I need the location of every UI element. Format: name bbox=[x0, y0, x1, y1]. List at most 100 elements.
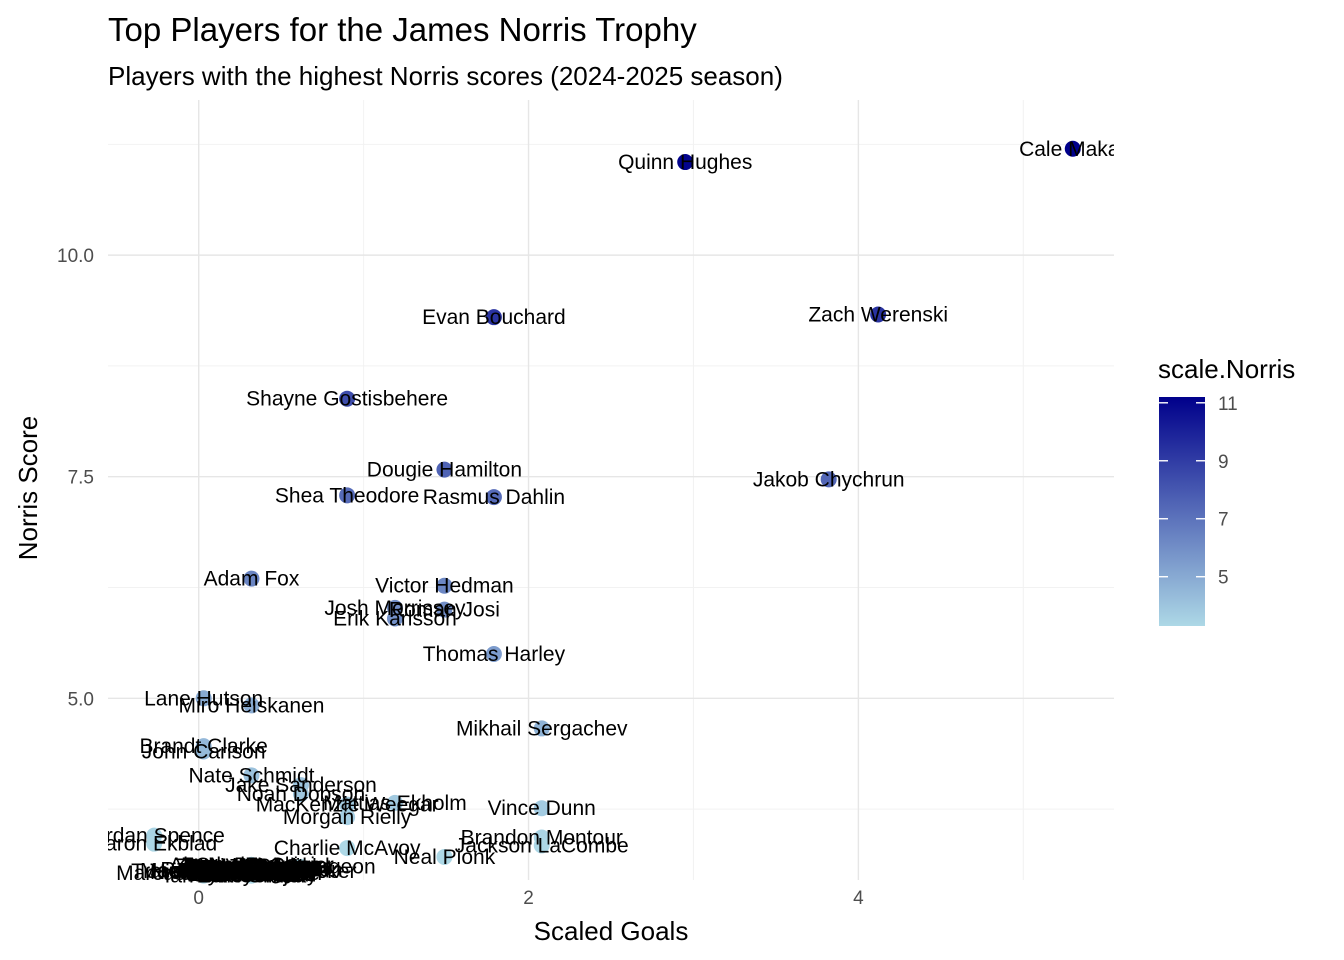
point-label: Aaron Ekblad bbox=[91, 833, 217, 856]
y-tick-label: 7.5 bbox=[68, 468, 94, 489]
point-label: Quinn Hughes bbox=[618, 151, 752, 174]
point-label: Brady Skjei bbox=[198, 864, 304, 887]
legend-tick-label: 7 bbox=[1218, 510, 1229, 531]
data-point bbox=[339, 390, 356, 407]
point-label: Charlie McAvoy bbox=[274, 837, 421, 860]
point-label: Evan Bouchard bbox=[422, 306, 566, 329]
x-tick-label: 4 bbox=[853, 888, 864, 909]
chart-subtitle: Players with the highest Norris scores (… bbox=[108, 61, 783, 91]
data-point bbox=[436, 461, 453, 478]
point-label: Mike Matheson bbox=[180, 859, 322, 882]
chart-title: Top Players for the James Norris Trophy bbox=[108, 11, 697, 48]
point-label: Adam Fox bbox=[204, 568, 300, 591]
point-label: Jonas Brodin bbox=[190, 861, 313, 884]
point-label: Shayne Gostisbehere bbox=[246, 388, 448, 411]
data-point bbox=[485, 645, 502, 662]
point-label: Nikita Zadorov bbox=[184, 857, 320, 880]
point-label: Miro Heiskanen bbox=[179, 694, 325, 717]
point-label: Jake Walman bbox=[188, 857, 314, 880]
data-point bbox=[146, 835, 163, 852]
point-label: Jordan Spence bbox=[84, 825, 225, 848]
point-label: Nick Seeler bbox=[150, 861, 257, 884]
point-label: Travis Sanheim bbox=[131, 860, 276, 883]
point-labels: Cale Makar Quinn Hughes Evan Bouchard Zach … bbox=[84, 138, 1126, 888]
point-label: Josh Morrissey bbox=[324, 597, 466, 620]
point-label: Andrew Peeke bbox=[183, 862, 320, 885]
point-label: Logan Stanley bbox=[184, 856, 319, 879]
point-label: Ryan Suter bbox=[199, 857, 304, 880]
data-point bbox=[339, 840, 356, 857]
point-label: Alexandre Carrier bbox=[169, 854, 334, 877]
data-point bbox=[292, 858, 309, 875]
point-label: Sam Girard bbox=[198, 865, 305, 888]
point-label: MacKenzie Weegar bbox=[256, 794, 439, 817]
point-label: Dougie Hamilton bbox=[367, 459, 522, 482]
point-label: Ryan Pulock bbox=[193, 863, 311, 886]
point-label: Brandon Montour bbox=[461, 826, 623, 849]
point-label: Jake Middleton bbox=[181, 862, 322, 885]
data-point bbox=[243, 570, 260, 587]
point-label: Will Borgen bbox=[198, 861, 305, 884]
legend-ticks: 5 7 9 11 bbox=[1159, 394, 1238, 589]
data-point bbox=[1064, 140, 1081, 157]
point-label: John Carlson bbox=[142, 740, 266, 763]
data-point bbox=[820, 471, 837, 488]
x-tick-label: 0 bbox=[193, 888, 204, 909]
data-point bbox=[339, 487, 356, 504]
point-label: Jackson LaCombe bbox=[455, 834, 629, 857]
axis-tick-labels: 0 2 4 5.0 7.5 10.0 bbox=[57, 246, 864, 909]
point-label: Ian Cole bbox=[165, 865, 243, 888]
data-point bbox=[195, 743, 212, 760]
data-point bbox=[339, 796, 356, 813]
point-label: Matt Roy bbox=[209, 855, 294, 878]
point-label: Ryan Lindgren bbox=[183, 855, 320, 878]
data-point bbox=[243, 767, 260, 784]
grid-lines bbox=[108, 100, 1114, 880]
legend-tick-label: 5 bbox=[1218, 568, 1229, 589]
point-label: Filip Hronek bbox=[195, 857, 308, 880]
data-point bbox=[870, 306, 887, 323]
data-point bbox=[677, 154, 694, 171]
point-label: Jared Spurgeon bbox=[226, 856, 375, 879]
point-label: Cam Fowler bbox=[195, 854, 308, 877]
data-point bbox=[195, 690, 212, 707]
point-label: Nick Jensen bbox=[194, 863, 308, 886]
data-point bbox=[436, 601, 453, 618]
data-point bbox=[386, 794, 403, 811]
point-label: Zach Werenski bbox=[808, 304, 948, 327]
point-label: Colton Parayko bbox=[180, 858, 324, 881]
point-label: Vince Dunn bbox=[488, 797, 596, 820]
point-label: Justin Faulk bbox=[195, 860, 308, 883]
data-point bbox=[386, 610, 403, 627]
point-label: Alex Pietrangelo bbox=[175, 860, 328, 883]
point-label: Joel Edmundson bbox=[173, 859, 329, 882]
point-label: Zach Whitecloud bbox=[173, 855, 329, 878]
point-label: Jakob Chychrun bbox=[753, 468, 905, 491]
point-label: Jamie Oleksiak bbox=[180, 856, 323, 879]
point-label: Erik Cernak bbox=[197, 865, 307, 888]
point-label: Erik Karlsson bbox=[333, 608, 457, 631]
point-label: Marcus Pettersson bbox=[116, 862, 291, 885]
data-point bbox=[533, 720, 550, 737]
point-label: Ivan Provorov bbox=[187, 864, 317, 887]
point-label: Victor Hedman bbox=[375, 575, 514, 598]
y-axis-title: Norris Score bbox=[13, 416, 43, 560]
point-label: Roman Josi bbox=[389, 599, 500, 622]
legend-colorbar bbox=[1159, 397, 1205, 626]
point-label: Mikhail Sergachev bbox=[456, 717, 628, 740]
data-point bbox=[292, 786, 309, 803]
legend-tick-label: 11 bbox=[1218, 394, 1238, 415]
point-label: Zach Bogosian bbox=[181, 854, 321, 877]
point-label: Seth Jones bbox=[199, 863, 304, 886]
point-label: Adam Pelech bbox=[189, 855, 314, 878]
data-point bbox=[533, 800, 550, 817]
point-label: Ryan Graves bbox=[190, 858, 313, 881]
point-label: Cale Makar bbox=[1019, 138, 1126, 161]
point-label: Morgan Rielly bbox=[283, 806, 412, 829]
point-label: Mattias Ekholm bbox=[323, 792, 467, 815]
point-label: Esa Lindell bbox=[200, 857, 303, 880]
color-legend: scale.Norris 5 7 9 11 bbox=[1158, 354, 1295, 626]
point-label: Devon Toews bbox=[189, 856, 315, 879]
